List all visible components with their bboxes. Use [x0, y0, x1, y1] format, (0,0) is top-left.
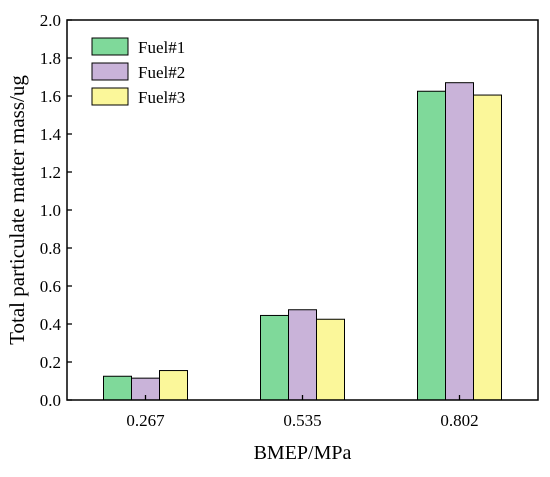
legend-swatch — [91, 37, 129, 56]
y-tick-label: 1.4 — [40, 125, 62, 144]
y-tick-label: 0.6 — [40, 277, 61, 296]
legend-label: Fuel#1 — [138, 38, 185, 57]
bar-fuel-1-1 — [260, 314, 289, 401]
y-tick-label: 1.8 — [40, 49, 61, 68]
legend: Fuel#1 Fuel#2 Fuel#3 — [91, 37, 185, 107]
y-tick-label: 0.8 — [40, 239, 61, 258]
x-axis: 0.267 0.535 0.802 — [126, 395, 479, 430]
y-tick-label: 0.4 — [40, 315, 62, 334]
legend-label: Fuel#2 — [138, 63, 185, 82]
y-tick-label: 0.2 — [40, 353, 61, 372]
x-tick-label: 0.535 — [283, 411, 321, 430]
legend-swatch — [91, 87, 129, 106]
legend-swatch — [91, 62, 129, 81]
x-tick-label: 0.267 — [126, 411, 165, 430]
bar-fuel-3-1 — [316, 318, 345, 401]
y-tick-label: 1.2 — [40, 163, 61, 182]
bar-fuel-1-0 — [103, 375, 132, 401]
bars-group — [103, 82, 502, 401]
y-tick-label: 1.0 — [40, 201, 61, 220]
y-tick-label: 0.0 — [40, 391, 61, 410]
y-axis-label: Total particulate matter mass/ug — [5, 75, 29, 345]
bar-fuel-2-1 — [288, 309, 317, 401]
bar-fuel-2-2 — [445, 82, 474, 401]
bar-fuel-3-0 — [159, 370, 188, 401]
x-tick-label: 0.802 — [440, 411, 478, 430]
y-tick-label: 2.0 — [40, 11, 61, 30]
legend-label: Fuel#3 — [138, 88, 185, 107]
bar-fuel-1-2 — [417, 90, 446, 401]
x-axis-label: BMEP/MPa — [254, 442, 352, 464]
bar-fuel-3-2 — [473, 94, 502, 401]
y-axis: 0.0 0.2 0.4 0.6 0.8 1.0 1.2 1.4 1.6 1.8 2.0 — [40, 11, 72, 410]
y-tick-label: 1.6 — [40, 87, 61, 106]
